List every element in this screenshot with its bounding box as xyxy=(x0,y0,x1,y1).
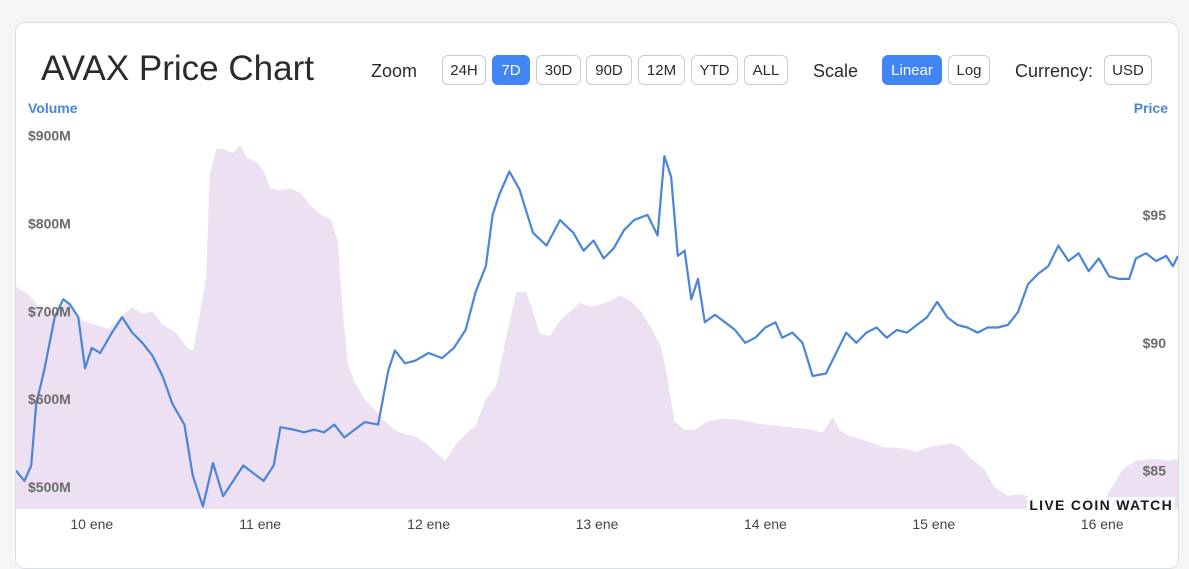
scale-linear-button[interactable]: Linear xyxy=(882,55,942,85)
date-tick-label: 13 ene xyxy=(576,516,619,532)
zoom-label: Zoom xyxy=(371,61,418,81)
date-tick-label: 12 ene xyxy=(407,516,450,532)
scale-label: Scale xyxy=(813,61,859,81)
currency-select[interactable]: USD xyxy=(1104,55,1152,85)
date-tick-label: 11 ene xyxy=(239,516,281,532)
price-volume-chart[interactable]: $500M $600M $700M $800M $900M $85 $90 $95 10 ene… xyxy=(16,23,1178,568)
zoom-ytd-button[interactable]: YTD xyxy=(691,55,738,85)
volume-tick-label: $700M xyxy=(28,303,71,319)
date-tick-label: 10 ene xyxy=(70,516,113,532)
price-tick-label: $95 xyxy=(1143,207,1167,223)
zoom-24h-button[interactable]: 24H xyxy=(442,55,486,85)
zoom-all-button[interactable]: ALL xyxy=(744,55,788,85)
volume-tick-label: $500M xyxy=(28,479,71,495)
currency-label: Currency: xyxy=(1015,61,1094,81)
date-tick-label: 15 ene xyxy=(912,516,955,532)
zoom-7d-button[interactable]: 7D xyxy=(492,55,530,85)
scale-log-button[interactable]: Log xyxy=(948,55,990,85)
live-coin-watch-logo: LIVE COIN WATCH xyxy=(1027,497,1175,513)
volume-axis-title: Volume xyxy=(28,100,78,116)
page-title: AVAX Price Chart xyxy=(41,49,314,88)
price-line xyxy=(16,155,1178,508)
chart-card: AVAX Price Chart Zoom 24H 7D 30D 90D 12M… xyxy=(15,22,1179,569)
date-tick-label: 16 ene xyxy=(1081,516,1124,532)
zoom-12m-button[interactable]: 12M xyxy=(638,55,685,85)
date-tick-label: 14 ene xyxy=(744,516,787,532)
zoom-30d-button[interactable]: 30D xyxy=(536,55,581,85)
volume-tick-label: $800M xyxy=(28,216,71,232)
zoom-90d-button[interactable]: 90D xyxy=(586,55,632,85)
volume-tick-label: $900M xyxy=(28,128,71,144)
price-tick-label: $85 xyxy=(1143,463,1167,479)
price-axis-title: Price xyxy=(1133,100,1168,116)
volume-tick-label: $600M xyxy=(28,391,71,407)
price-tick-label: $90 xyxy=(1143,335,1167,351)
volume-area xyxy=(16,144,1178,509)
